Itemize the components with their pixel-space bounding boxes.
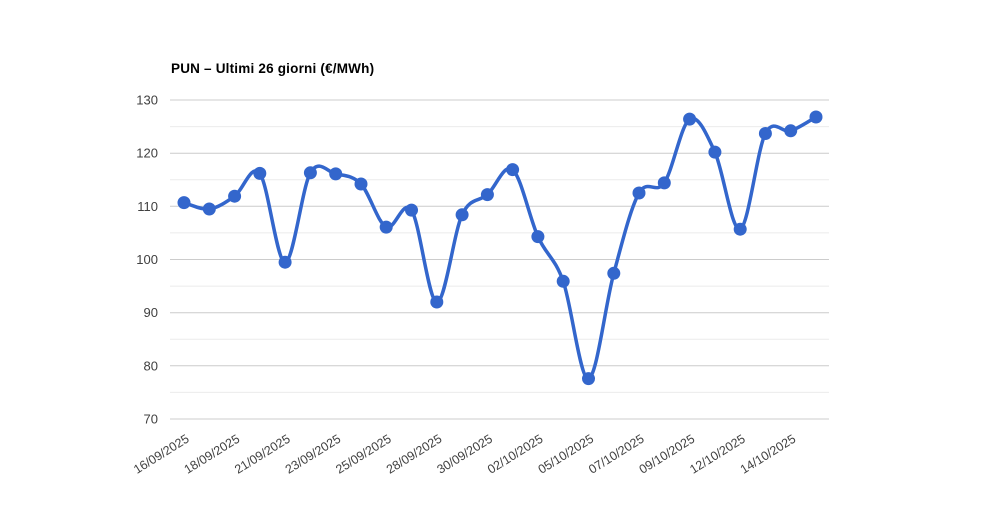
x-axis-tick-label: 02/10/2025 bbox=[485, 432, 546, 477]
data-point[interactable] bbox=[480, 188, 494, 202]
data-point[interactable] bbox=[253, 166, 267, 180]
y-axis-tick-label: 110 bbox=[137, 199, 158, 214]
data-point[interactable] bbox=[582, 372, 595, 386]
x-axis-tick-label: 16/09/2025 bbox=[131, 432, 192, 477]
data-point[interactable] bbox=[228, 189, 242, 203]
data-point[interactable] bbox=[379, 220, 393, 234]
data-point[interactable] bbox=[202, 202, 216, 216]
x-axis-tick-label: 14/10/2025 bbox=[738, 432, 799, 477]
y-axis-tick-label: 120 bbox=[136, 146, 158, 161]
y-axis-tick-label: 100 bbox=[136, 252, 158, 267]
x-axis-tick-label: 30/09/2025 bbox=[435, 432, 496, 477]
data-point[interactable] bbox=[657, 176, 671, 190]
data-point[interactable] bbox=[758, 127, 772, 140]
x-axis-tick-label: 21/09/2025 bbox=[232, 432, 293, 477]
y-axis-tick-label: 90 bbox=[144, 305, 158, 320]
data-point[interactable] bbox=[607, 266, 621, 280]
data-point[interactable] bbox=[177, 196, 191, 210]
data-point[interactable] bbox=[506, 163, 520, 177]
chart-title: PUN – Ultimi 26 giorni (€/MWh) bbox=[171, 61, 375, 76]
x-axis-tick-label: 12/10/2025 bbox=[687, 432, 748, 477]
data-point[interactable] bbox=[632, 186, 646, 200]
data-point[interactable] bbox=[430, 295, 444, 309]
data-point[interactable] bbox=[455, 208, 469, 222]
x-axis-tick-label: 09/10/2025 bbox=[637, 432, 698, 477]
data-point[interactable] bbox=[683, 112, 697, 126]
data-point[interactable] bbox=[405, 203, 418, 217]
data-point[interactable] bbox=[354, 177, 368, 191]
y-axis-tick-label: 130 bbox=[136, 93, 158, 108]
data-point[interactable] bbox=[329, 167, 343, 181]
data-point[interactable] bbox=[303, 166, 317, 180]
x-axis-tick-label: 28/09/2025 bbox=[384, 432, 445, 477]
data-point[interactable] bbox=[531, 230, 545, 244]
x-axis-tick-label: 05/10/2025 bbox=[536, 432, 597, 477]
x-axis-tick-label: 25/09/2025 bbox=[333, 432, 394, 477]
data-point[interactable] bbox=[708, 145, 722, 159]
data-point[interactable] bbox=[809, 110, 823, 124]
data-point[interactable] bbox=[784, 124, 798, 138]
data-point[interactable] bbox=[733, 222, 747, 236]
x-axis-tick-label: 07/10/2025 bbox=[586, 432, 647, 477]
y-axis-tick-label: 70 bbox=[144, 412, 158, 427]
x-axis-tick-label: 18/09/2025 bbox=[182, 432, 243, 477]
data-point[interactable] bbox=[556, 274, 570, 288]
data-point[interactable] bbox=[278, 255, 292, 269]
x-axis-tick-label: 23/09/2025 bbox=[283, 432, 344, 477]
y-axis-tick-label: 80 bbox=[144, 358, 158, 373]
